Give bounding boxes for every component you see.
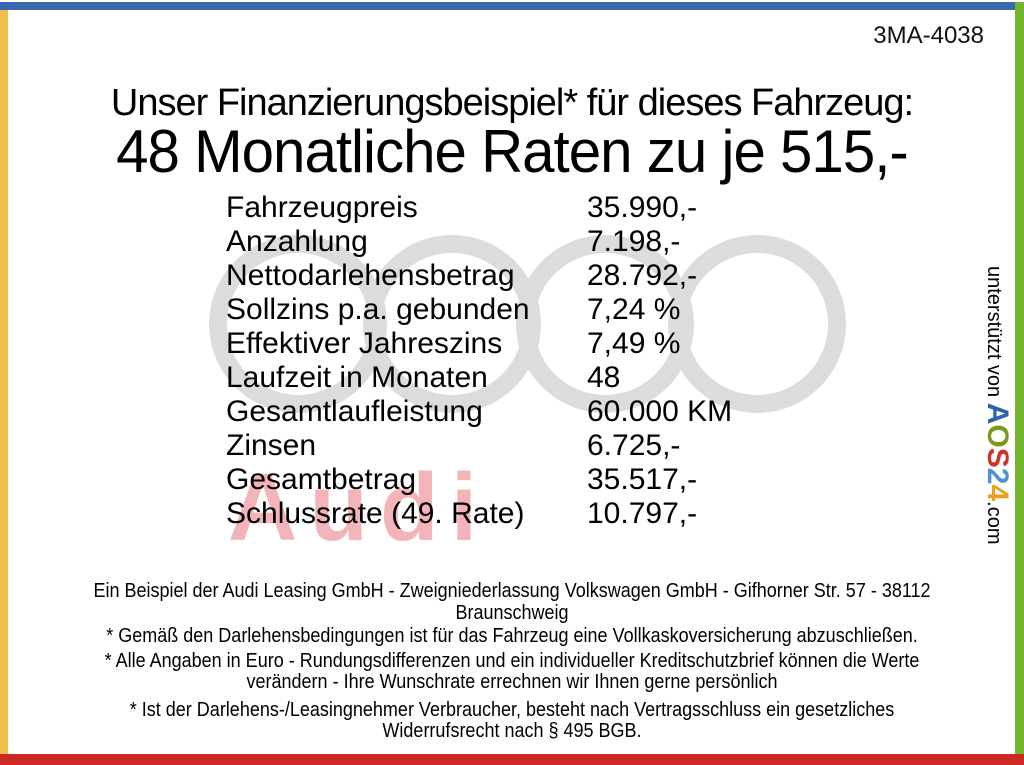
finance-table: Fahrzeugpreis 35.990,- Anzahlung 7.198,-… [226,191,786,531]
aos24-letter-2: 2 [981,467,1014,485]
footer: Ein Beispiel der Audi Leasing GmbH - Zwe… [51,580,973,743]
table-row: Gesamtlaufleistung 60.000 KM [226,395,786,429]
table-row: Sollzins p.a. gebunden 7,24 % [226,293,786,327]
row-label: Laufzeit in Monaten [226,361,488,394]
row-value: 7,24 % [587,293,681,326]
row-value: 28.792,- [587,259,698,292]
page-title: Unser Finanzierungsbeispiel* für dieses … [110,82,914,124]
row-value: 7.198,- [587,225,681,258]
bottom-border-bar [0,754,1024,765]
footer-line: * Ist der Darlehens-/Leasingnehmer Verbr… [129,698,895,721]
row-value: 35.990,- [587,191,698,224]
footer-line: Widerrufsrecht nach § 495 BGB. [382,720,642,742]
row-label: Anzahlung [226,225,368,258]
table-row: Fahrzeugpreis 35.990,- [226,191,786,225]
table-row: Schlussrate (49. Rate) 10.797,- [226,497,786,531]
row-value: 6.725,- [587,429,681,462]
footer-line: * Alle Angaben in Euro - Rundungsdiffere… [104,649,920,672]
row-label: Sollzins p.a. gebunden [226,293,530,326]
aos24-logo: AOS24 [981,403,1014,501]
row-value: 35.517,- [587,463,698,496]
row-value: 10.797,- [587,497,698,530]
table-row: Anzahlung 7.198,- [226,225,786,259]
audi-wordmark-watermark: Audi [228,454,490,561]
row-label: Gesamtbetrag [226,463,417,496]
aos24-domain-suffix: .com [983,501,1005,545]
row-value: 7,49 % [587,327,681,360]
row-label: Zinsen [226,429,317,462]
row-value: 48 [587,361,621,394]
left-border-bar [0,10,8,754]
right-border-bar [1015,2,1024,754]
doc-code: 3MA-4038 [873,22,984,49]
footer-paragraph: Ein Beispiel der Audi Leasing GmbH - Zwe… [51,580,973,624]
aos24-letter-s: S [981,447,1014,468]
aos24-letter-o: O [981,424,1014,448]
support-prefix: unterstützt von [983,266,1005,403]
table-row: Effektiver Jahreszins 7,49 % [226,327,786,361]
page-subtitle: 48 Monatliche Raten zu je 515,- [116,118,909,185]
audi-rings-watermark-icon [209,235,846,413]
table-row: Zinsen 6.725,- [226,429,786,463]
table-row: Nettodarlehensbetrag 28.792,- [226,259,786,293]
support-vertical-text: unterstützt von AOS24.com [979,266,1014,545]
footer-line: verändern - Ihre Wunschrate errechnen wi… [246,671,778,693]
row-label: Fahrzeugpreis [226,191,418,224]
aos24-letter-a: A [981,402,1014,425]
row-value: 60.000 KM [587,395,733,428]
aos24-letter-4: 4 [981,484,1014,502]
table-row: Laufzeit in Monaten 48 [226,361,786,395]
row-label: Gesamtlaufleistung [226,395,483,428]
table-row: Gesamtbetrag 35.517,- [226,463,786,497]
row-label: Effektiver Jahreszins [226,327,503,360]
footer-line: Ein Beispiel der Audi Leasing GmbH - Zwe… [93,580,931,602]
footer-paragraph: * Ist der Darlehens-/Leasingnehmer Verbr… [51,698,973,743]
top-border-bar [0,2,1016,10]
footer-paragraph: * Alle Angaben in Euro - Rundungsdiffere… [51,649,973,694]
row-label: Nettodarlehensbetrag [226,259,515,292]
footer-line: Braunschweig [455,601,569,624]
footer-line: * Gemäß den Darlehensbedingungen ist für… [106,625,918,647]
audi-ring-4 [668,235,846,413]
row-label: Schlussrate (49. Rate) [226,497,525,530]
footer-paragraph: * Gemäß den Darlehensbedingungen ist für… [51,625,973,648]
